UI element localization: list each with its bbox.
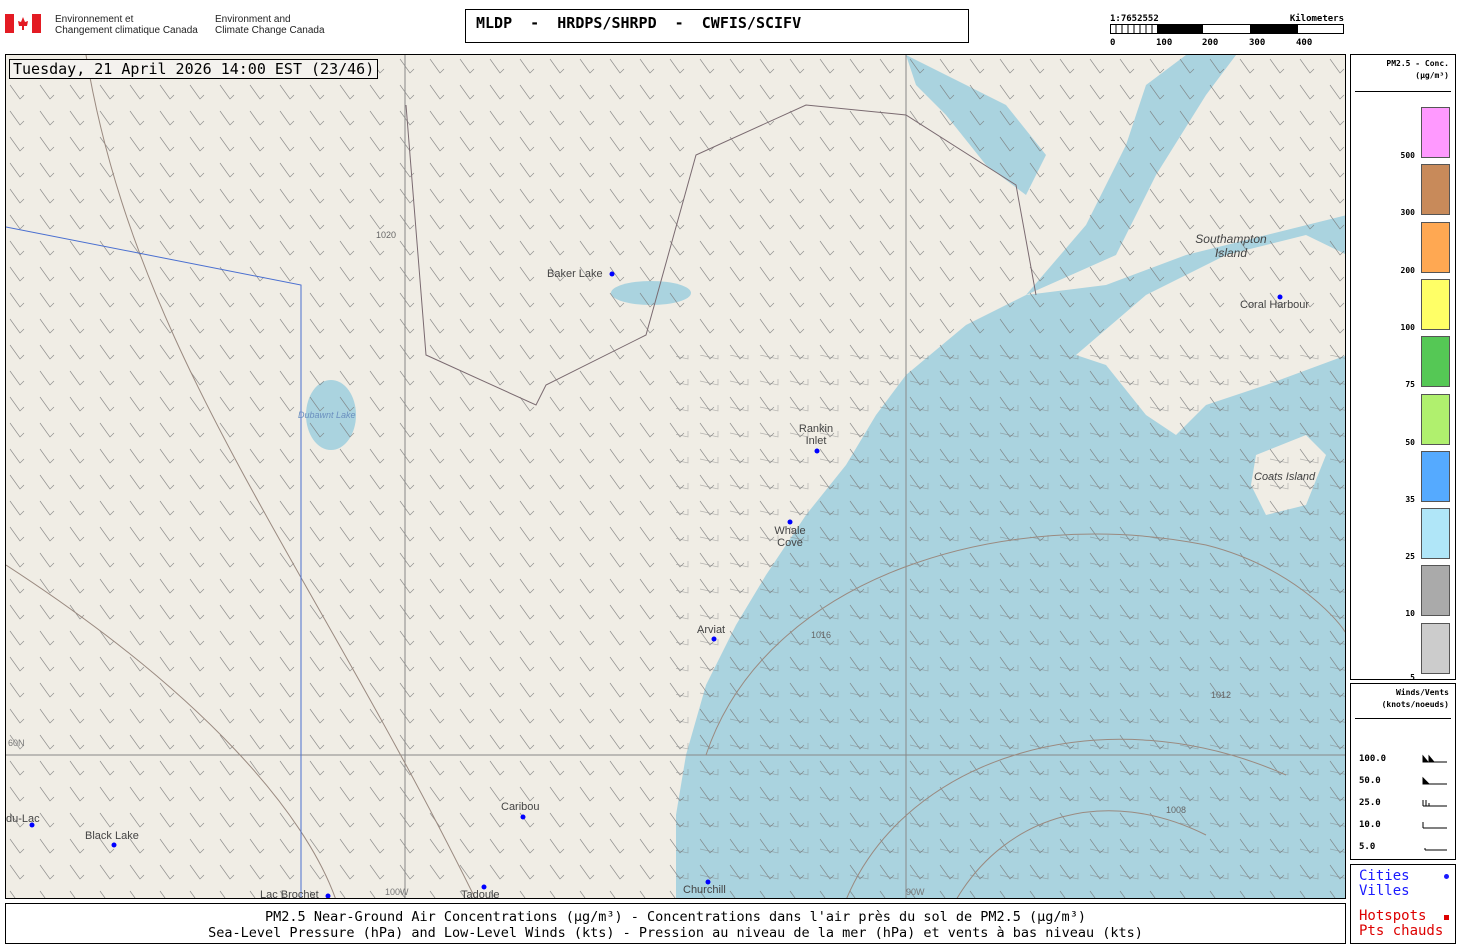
city-label: Black Lake bbox=[85, 830, 139, 842]
pm25-level-label: 35 bbox=[1405, 494, 1415, 504]
scale-tick: 400 bbox=[1296, 38, 1313, 48]
city-label: Churchill bbox=[683, 884, 726, 896]
pm25-swatch bbox=[1421, 107, 1450, 158]
legend-title: Winds/Vents bbox=[1396, 688, 1449, 697]
wind-speed-label: 100.0 bbox=[1359, 754, 1387, 764]
hotspots-label: Hotspots bbox=[1359, 908, 1427, 924]
pm25-level-label: 75 bbox=[1405, 380, 1415, 390]
wind-speed-label: 25.0 bbox=[1359, 798, 1381, 808]
pm25-level-label: 5 bbox=[1410, 672, 1415, 682]
city-label: Tadoule bbox=[461, 889, 500, 899]
place-label: Coats Island bbox=[1254, 471, 1316, 483]
grid-label: 60N bbox=[8, 738, 25, 748]
pm25-swatch bbox=[1421, 622, 1450, 674]
pm25-swatch bbox=[1421, 565, 1450, 617]
cities-label: Cities bbox=[1359, 868, 1410, 884]
pm25-level-label: 300 bbox=[1400, 208, 1415, 218]
wind-legend: Winds/Vents (knots/noeuds) 100.0 50.0 25.… bbox=[1350, 683, 1456, 860]
scale-tick: 300 bbox=[1249, 38, 1266, 48]
pm25-level-label: 25 bbox=[1405, 552, 1415, 562]
grid-label: 100W bbox=[385, 887, 409, 897]
pts-chauds-label: Pts chauds bbox=[1359, 923, 1444, 939]
pm25-swatch bbox=[1421, 508, 1450, 560]
map-canvas bbox=[6, 55, 1345, 898]
map-view[interactable]: Baker Lake Rankin Inlet Whale Cove Arvia… bbox=[5, 54, 1346, 899]
canada-flag-logo bbox=[5, 14, 41, 38]
symbols-legend: Cities Villes Hotspots Pts chauds bbox=[1350, 864, 1456, 944]
scale-tick: 100 bbox=[1156, 38, 1173, 48]
pm25-swatch bbox=[1421, 278, 1450, 330]
pm25-swatch bbox=[1421, 221, 1450, 273]
wind-barb-icons bbox=[1422, 754, 1447, 851]
pm25-level-label: 200 bbox=[1400, 265, 1415, 275]
legend-unit: (knots/noeuds) bbox=[1381, 700, 1449, 709]
villes-label: Villes bbox=[1359, 883, 1410, 899]
caption-line-2: Sea-Level Pressure (hPa) and Low-Level W… bbox=[208, 925, 1143, 941]
scale-tick: 0 bbox=[1110, 38, 1116, 48]
caption: PM2.5 Near-Ground Air Concentrations (µg… bbox=[5, 903, 1346, 944]
pm25-level-label: 10 bbox=[1405, 609, 1415, 619]
isobar-label: 1016 bbox=[811, 630, 832, 640]
city-dot-icon bbox=[1444, 874, 1449, 879]
pm25-level-label: 100 bbox=[1400, 322, 1415, 332]
place-label: Southampton Island bbox=[1195, 232, 1267, 260]
isobar-label: 1020 bbox=[376, 230, 397, 240]
city-label: Lac Brochet bbox=[260, 889, 319, 899]
legend-title: PM2.5 - Conc. bbox=[1386, 59, 1449, 68]
scale-unit: Kilometers bbox=[1289, 14, 1344, 24]
gov-name-fr: Environnement et Changement climatique Ca… bbox=[55, 14, 198, 36]
city-label: Rankin Inlet bbox=[798, 423, 834, 447]
scale-tick: 200 bbox=[1202, 38, 1219, 48]
grid-label: 90W bbox=[906, 887, 925, 897]
gov-name-en: Environment and Climate Change Canada bbox=[215, 14, 325, 36]
wind-speed-label: 10.0 bbox=[1359, 820, 1381, 830]
product-title: MLDP - HRDPS/SHRPD - CWFIS/SCIFV bbox=[465, 9, 969, 43]
isobar-label: 1012 bbox=[1211, 690, 1232, 700]
forecast-datetime: Tuesday, 21 April 2026 14:00 EST (23/46) bbox=[9, 59, 379, 79]
scale-ratio: 1:7652552 bbox=[1110, 14, 1159, 24]
city-label: Baker Lake bbox=[547, 268, 603, 280]
city-label: du-Lac bbox=[6, 813, 40, 825]
pm25-swatch bbox=[1421, 393, 1450, 445]
city-label: Coral Harbour bbox=[1240, 299, 1310, 311]
city-label: Caribou bbox=[501, 801, 540, 813]
city-markers bbox=[29, 271, 1283, 898]
pm25-swatch bbox=[1421, 450, 1450, 502]
pm25-swatch bbox=[1421, 164, 1450, 216]
pm25-level-label: 50 bbox=[1405, 437, 1415, 447]
city-label: Whale Cove bbox=[774, 525, 806, 549]
wind-speed-label: 50.0 bbox=[1359, 776, 1381, 786]
pm25-level-label: 500 bbox=[1400, 151, 1415, 160]
isobar-label: 1008 bbox=[1166, 805, 1187, 815]
city-label: Arviat bbox=[697, 624, 726, 636]
pm25-legend: PM2.5 - Conc. (µg/m³) 500 300 200 100 75 50 35 2… bbox=[1350, 54, 1456, 682]
hotspot-square-icon bbox=[1444, 915, 1449, 920]
scale-bar: 1:7652552 Kilometers 0 100 200 300 400 bbox=[1110, 14, 1344, 49]
pm25-swatch bbox=[1421, 336, 1450, 388]
place-label: Dubawnt Lake bbox=[298, 410, 356, 420]
wind-speed-label: 5.0 bbox=[1359, 842, 1376, 852]
legend-unit: (µg/m³) bbox=[1415, 71, 1449, 80]
caption-line-1: PM2.5 Near-Ground Air Concentrations (µg… bbox=[265, 909, 1086, 925]
